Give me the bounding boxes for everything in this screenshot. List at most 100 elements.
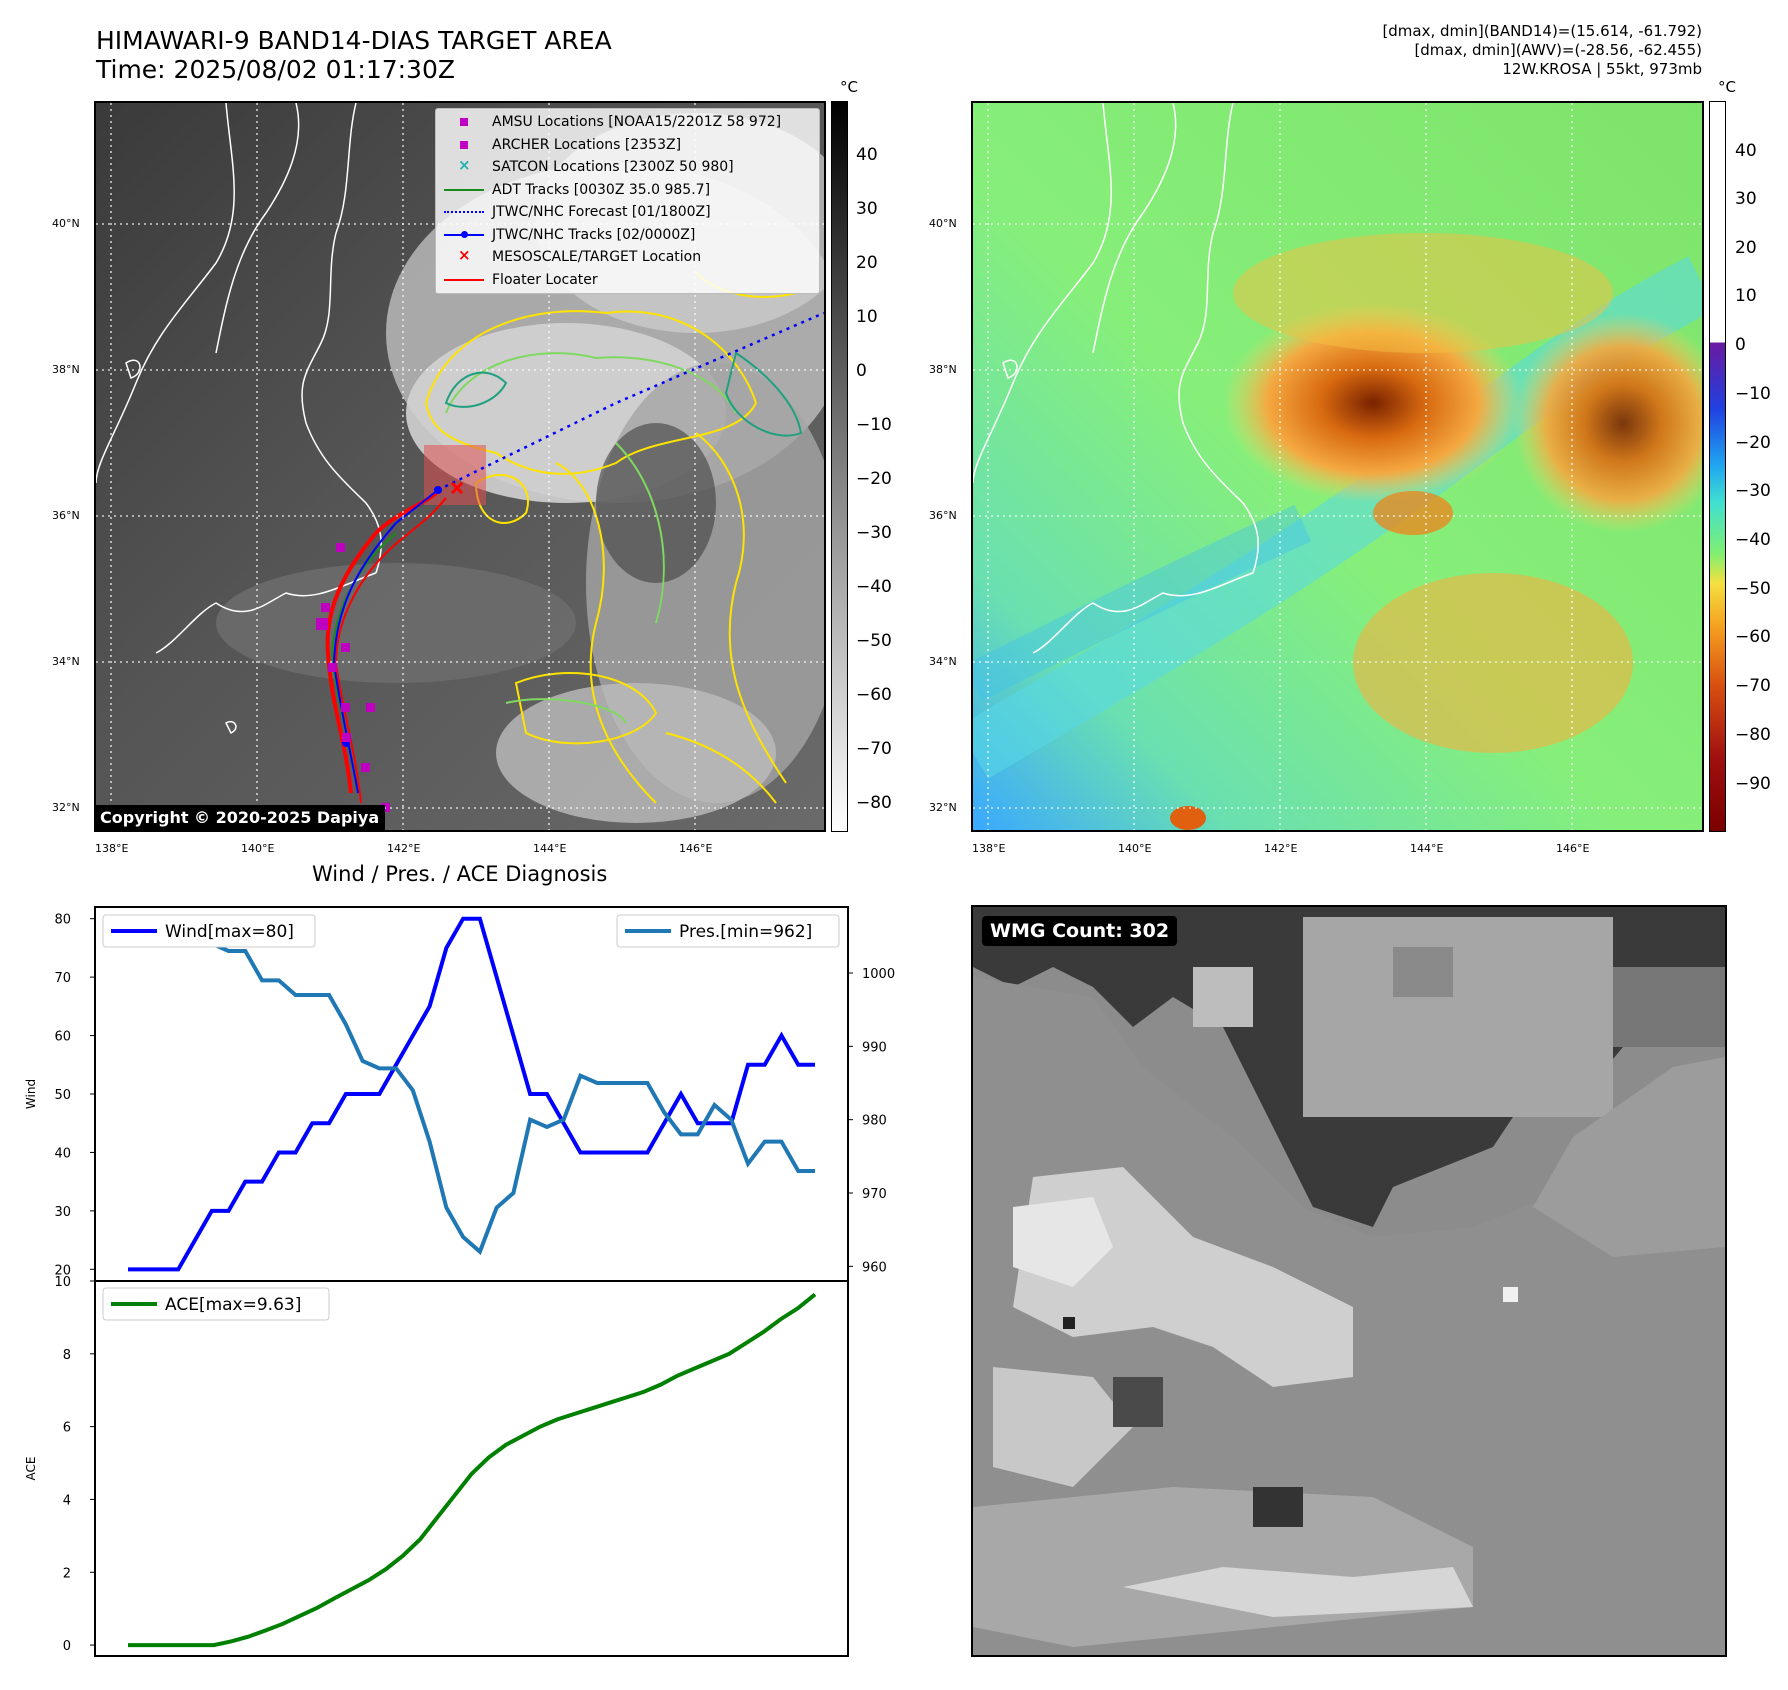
wind-tick-label: 60 bbox=[54, 1030, 71, 1045]
lon-tick-label: 142°E bbox=[387, 842, 421, 855]
legend-entry: ADT Tracks [0030Z 35.0 985.7] bbox=[436, 179, 819, 202]
legend-entry: JTWC/NHC Forecast [01/1800Z] bbox=[436, 201, 819, 224]
legend-symbol bbox=[444, 205, 484, 219]
colorbar-tick-label: 40 bbox=[1735, 141, 1757, 161]
series-line-wind bbox=[128, 916, 815, 1272]
legend-label: Floater Locater bbox=[492, 271, 598, 288]
wind-tick-label: 30 bbox=[54, 1205, 71, 1220]
wmg-count-label: WMG Count: 302 bbox=[982, 916, 1178, 946]
legend-entry: × MESOSCALE/TARGET Location bbox=[436, 246, 819, 269]
legend-symbol bbox=[444, 138, 484, 152]
colorbar-tick-label: −60 bbox=[856, 685, 892, 705]
ace-tick-label: 10 bbox=[54, 1275, 71, 1290]
colorbar-tick-label: −10 bbox=[1735, 384, 1771, 404]
lat-tick-label: 40°N bbox=[929, 217, 957, 230]
colorbar-tick-label: 10 bbox=[856, 307, 878, 327]
ace-tick-label: 4 bbox=[63, 1493, 71, 1508]
lat-tick-label: 40°N bbox=[52, 217, 80, 230]
pressure-legend bbox=[616, 914, 840, 948]
colorbar-tick-label: −20 bbox=[856, 469, 892, 489]
awv-colorbar-unit: °C bbox=[1718, 78, 1736, 96]
legend-label: ARCHER Locations [2353Z] bbox=[492, 136, 682, 153]
ace-tick-label: 8 bbox=[63, 1348, 71, 1363]
awv-map-panel bbox=[971, 101, 1704, 832]
series-line-pressure bbox=[128, 919, 815, 1256]
pressure-tick-label: 960 bbox=[862, 1260, 887, 1275]
pressure-tick-label: 980 bbox=[862, 1114, 887, 1129]
legend-symbol: × bbox=[458, 246, 471, 265]
colorbar-tick-label: 30 bbox=[856, 199, 878, 219]
ir-colorbar-unit: °C bbox=[840, 78, 858, 96]
lat-tick-label: 36°N bbox=[929, 509, 957, 522]
colorbar-tick-label: −20 bbox=[1735, 433, 1771, 453]
storm-info: 12W.KROSA | 55kt, 973mb bbox=[1502, 60, 1702, 78]
figure-title: HIMAWARI-9 BAND14-DIAS TARGET AREA Time:… bbox=[96, 26, 612, 84]
wmg-imagery bbox=[973, 907, 1725, 1655]
band14-range: [dmax, dmin](BAND14)=(15.614, -61.792) bbox=[1382, 22, 1702, 40]
lon-tick-label: 146°E bbox=[1556, 842, 1590, 855]
ace-tick-label: 0 bbox=[63, 1639, 71, 1654]
colorbar-tick-label: −70 bbox=[856, 739, 892, 759]
lat-tick-label: 38°N bbox=[52, 363, 80, 376]
ace-legend-label: ACE[max=9.63] bbox=[165, 1295, 301, 1315]
legend-symbol: × bbox=[458, 156, 471, 175]
lat-tick-label: 36°N bbox=[52, 509, 80, 522]
legend-label: JTWC/NHC Forecast [01/1800Z] bbox=[492, 204, 711, 221]
ace-tick-label: 6 bbox=[63, 1421, 71, 1436]
series-line-ace bbox=[128, 1292, 817, 1648]
pressure-tick-label: 1000 bbox=[862, 967, 895, 982]
lat-tick-label: 38°N bbox=[929, 363, 957, 376]
lat-tick-label: 32°N bbox=[929, 801, 957, 814]
pressure-legend-label: Pres.[min=962] bbox=[679, 922, 812, 942]
ace-legend bbox=[102, 1287, 330, 1321]
awv-range: [dmax, dmin](AWV)=(-28.56, -62.455) bbox=[1414, 41, 1702, 59]
ir-legend: AMSU Locations [NOAA15/2201Z 58 972] ARCH… bbox=[435, 108, 820, 294]
lat-tick-label: 34°N bbox=[929, 655, 957, 668]
pressure-tick-label: 990 bbox=[862, 1040, 887, 1055]
diagnosis-title: Wind / Pres. / ACE Diagnosis bbox=[312, 862, 608, 886]
wind-legend bbox=[102, 914, 316, 948]
legend-symbol bbox=[444, 228, 484, 242]
colorbar-tick-label: 30 bbox=[1735, 189, 1757, 209]
ir-colorbar bbox=[831, 101, 848, 832]
colorbar-tick-label: 40 bbox=[856, 145, 878, 165]
colorbar-tick-label: −90 bbox=[1735, 774, 1771, 794]
colorbar-tick-label: 0 bbox=[856, 361, 867, 381]
pressure-tick-label: 970 bbox=[862, 1187, 887, 1202]
legend-label: ADT Tracks [0030Z 35.0 985.7] bbox=[492, 181, 711, 198]
wind-tick-label: 20 bbox=[54, 1263, 71, 1278]
lat-tick-label: 34°N bbox=[52, 655, 80, 668]
colorbar-tick-label: −30 bbox=[1735, 481, 1771, 501]
colorbar-tick-label: −80 bbox=[856, 793, 892, 813]
lat-tick-label: 32°N bbox=[52, 801, 80, 814]
wind-tick-label: 80 bbox=[54, 913, 71, 928]
colorbar-tick-label: 0 bbox=[1735, 335, 1746, 355]
wind-tick-label: 50 bbox=[54, 1088, 71, 1103]
lon-tick-label: 138°E bbox=[972, 842, 1006, 855]
colorbar-tick-label: −50 bbox=[856, 631, 892, 651]
colorbar-tick-label: −40 bbox=[1735, 530, 1771, 550]
colorbar-tick-label: −50 bbox=[1735, 579, 1771, 599]
legend-label: JTWC/NHC Tracks [02/0000Z] bbox=[492, 226, 696, 243]
legend-symbol bbox=[444, 183, 484, 197]
legend-entry: AMSU Locations [NOAA15/2201Z 58 972] bbox=[436, 111, 819, 134]
colorbar-tick-label: 10 bbox=[1735, 286, 1757, 306]
lon-tick-label: 144°E bbox=[1410, 842, 1444, 855]
wmg-panel bbox=[971, 905, 1727, 1657]
lon-tick-label: 138°E bbox=[95, 842, 129, 855]
wind-axis-label: Wind bbox=[24, 1079, 38, 1109]
colorbar-tick-label: −70 bbox=[1735, 676, 1771, 696]
legend-entry: Floater Locater bbox=[436, 269, 819, 292]
colorbar-tick-label: 20 bbox=[856, 253, 878, 273]
legend-entry: ARCHER Locations [2353Z] bbox=[436, 134, 819, 157]
legend-label: AMSU Locations [NOAA15/2201Z 58 972] bbox=[492, 114, 782, 131]
lon-tick-label: 142°E bbox=[1264, 842, 1298, 855]
colorbar-tick-label: −40 bbox=[856, 577, 892, 597]
legend-symbol bbox=[444, 115, 484, 129]
ace-axis-label: ACE bbox=[24, 1457, 38, 1481]
storm-stats: [dmax, dmin](BAND14)=(15.614, -61.792) [… bbox=[1382, 22, 1702, 79]
diagnosis-chart: 203040506070809609709809901000WindPressu… bbox=[24, 906, 895, 1657]
ace-tick-label: 2 bbox=[63, 1566, 71, 1581]
colorbar-tick-label: −10 bbox=[856, 415, 892, 435]
legend-entry: JTWC/NHC Tracks [02/0000Z] bbox=[436, 224, 819, 247]
